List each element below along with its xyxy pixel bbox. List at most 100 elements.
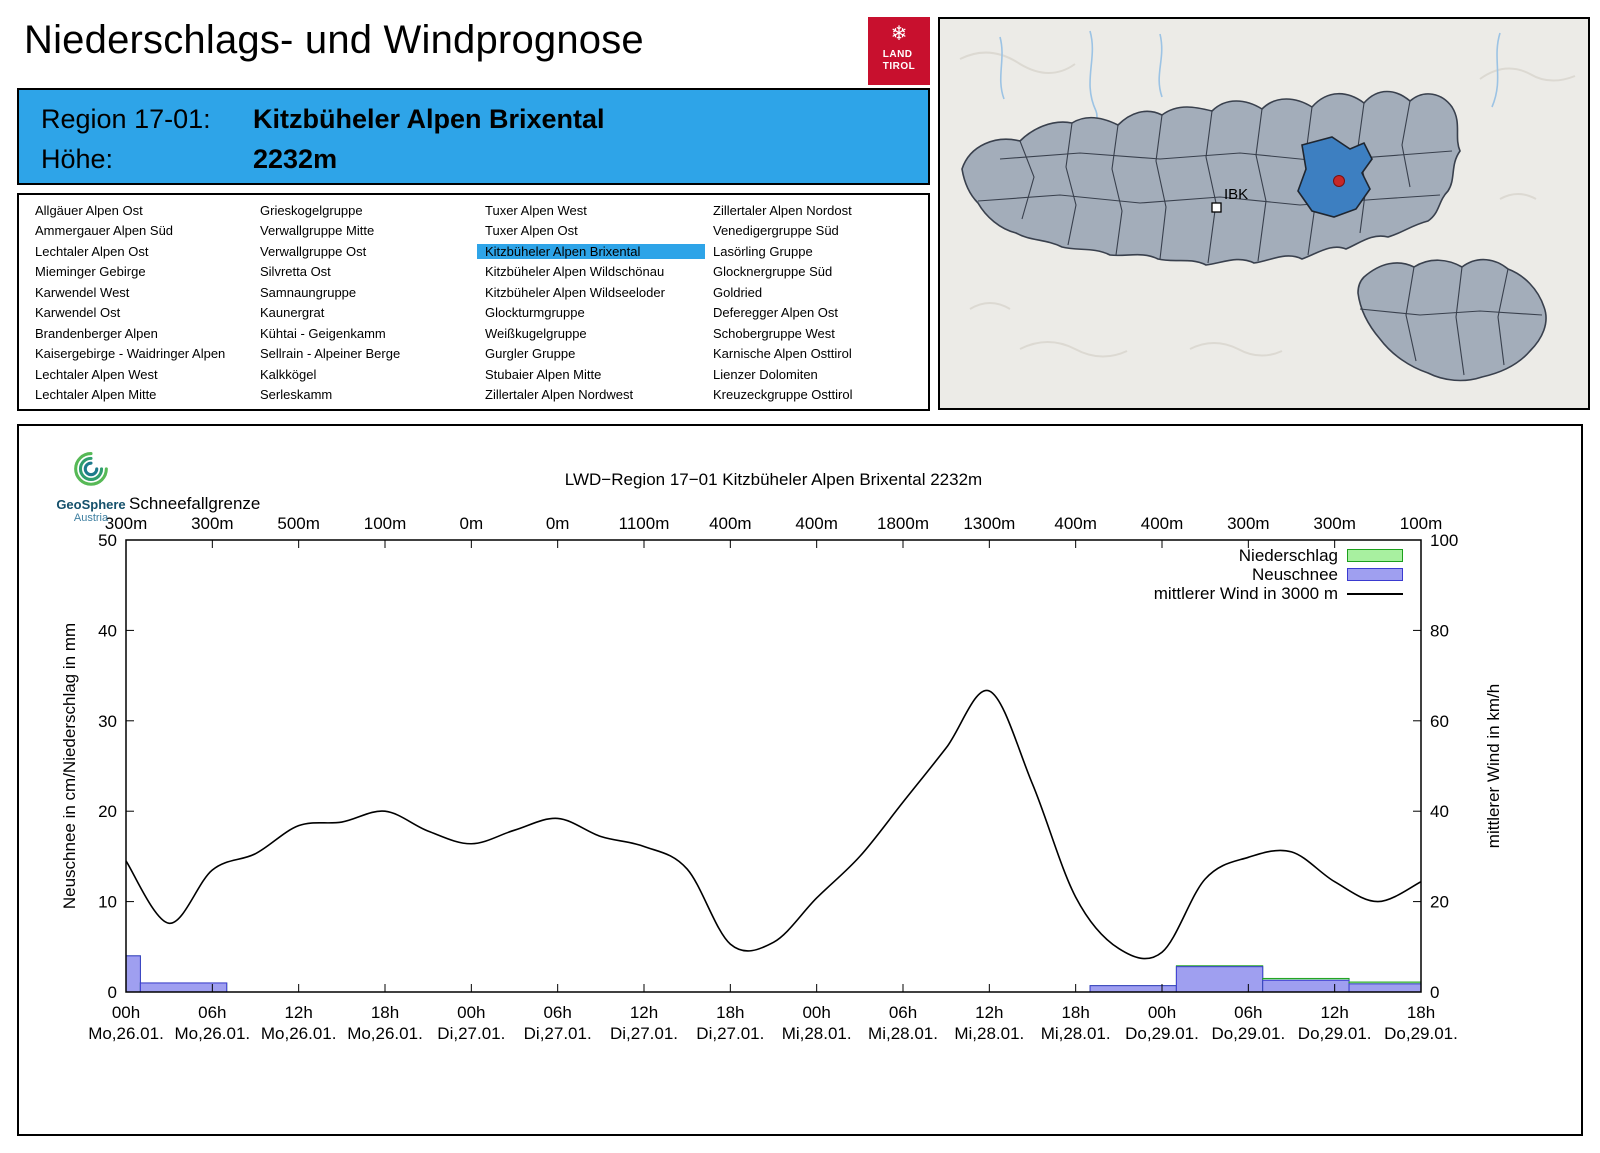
region-list-item[interactable]: Stubaier Alpen Mitte [485,366,602,382]
region-list-item[interactable]: Weißkugelgruppe [485,325,587,341]
x-tick-date-label: Do,29.01. [1298,1024,1372,1043]
x-tick-date-label: Mi,28.01. [954,1024,1024,1043]
region-list-item[interactable]: Karnische Alpen Osttirol [713,346,852,362]
x-tick-date-label: Mi,28.01. [868,1024,938,1043]
region-list-item[interactable]: Serleskamm [260,387,333,403]
region-list-item[interactable]: Brandenberger Alpen [35,325,158,341]
region-list-item[interactable]: Kitzbüheler Alpen Wildschönau [485,264,665,280]
y-axis-label-right: mittlerer Wind in km/h [1484,683,1503,849]
region-list-item[interactable]: Goldried [713,284,763,300]
region-list-item[interactable]: Grieskogelgruppe [260,202,363,218]
region-list-item[interactable]: Glocknergruppe Süd [713,264,833,280]
snowline-value: 500m [277,514,320,533]
region-list-item[interactable]: Glockturmgruppe [485,305,585,321]
y-right-tick-label: 20 [1430,893,1449,912]
region-map[interactable]: IBK [938,17,1590,410]
region-list-item[interactable]: Tuxer Alpen Ost [485,223,578,239]
east-district-borders [1359,266,1543,376]
altitude-value: 2232m [253,144,338,174]
x-tick-time-label: 06h [543,1003,571,1022]
region-list-item[interactable]: Samnaungruppe [260,284,357,300]
region-list-item[interactable]: Zillertaler Alpen Nordost [713,202,852,218]
region-list-item[interactable]: Tuxer Alpen West [485,202,587,218]
legend-swatch-wind [1347,592,1403,595]
region-list-item[interactable]: Ammergauer Alpen Süd [35,223,174,239]
snowline-value: 300m [191,514,234,533]
region-list-item[interactable]: Zillertaler Alpen Nordwest [485,387,634,403]
region-list-item[interactable]: Verwallgruppe Ost [260,243,367,259]
x-tick-date-label: Do,29.01. [1384,1024,1458,1043]
x-tick-date-label: Di,27.01. [524,1024,592,1043]
chart-title: LWD−Region 17−01 Kitzbüheler Alpen Brixe… [564,470,983,489]
region-list-item[interactable]: Allgäuer Alpen Ost [35,202,143,218]
region-list-item-selected[interactable]: Kitzbüheler Alpen Brixental [477,243,705,259]
region-list-item[interactable]: Verwallgruppe Mitte [260,223,375,239]
neuschnee-bar [1089,985,1177,993]
x-tick-date-label: Do,29.01. [1125,1024,1199,1043]
region-list-item[interactable]: Kaunergrat [260,305,325,321]
legend-label: Niederschlag [1238,545,1338,565]
region-list-item[interactable]: Lienzer Dolomiten [713,366,818,382]
logo-line1: LAND [882,49,913,60]
x-tick-time-label: 00h [112,1003,140,1022]
region-list-item[interactable]: Lechtaler Alpen Ost [35,243,149,259]
region-list-item[interactable]: Kitzbüheler Alpen Wildseeloder [485,284,665,300]
geosphere-name: GeoSphere [56,497,126,512]
region-list-item[interactable]: Deferegger Alpen Ost [713,305,839,321]
region-list-item[interactable]: Gurgler Gruppe [485,346,576,362]
region-list-item[interactable]: Lechtaler Alpen West [35,366,158,382]
snowline-value: 1300m [963,514,1015,533]
logo-line2: TIROL [882,61,916,72]
snowline-value: 400m [1141,514,1184,533]
x-tick-date-label: Di,27.01. [696,1024,764,1043]
y-left-tick-label: 40 [98,621,117,640]
x-tick-date-label: Mi,28.01. [782,1024,852,1043]
legend-row: Niederschlag [1154,546,1403,565]
region-list-item[interactable]: Kreuzeckgruppe Osttirol [713,387,853,403]
region-label: Region 17-01: [41,104,211,134]
terrain-shading [959,51,1576,358]
region-list-item[interactable]: Karwendel Ost [35,305,121,321]
x-tick-time-label: 12h [284,1003,312,1022]
region-list-item[interactable]: Schobergruppe West [713,325,835,341]
legend-label: Neuschnee [1251,564,1338,584]
x-tick-time-label: 00h [457,1003,485,1022]
snowline-value: 0m [460,514,484,533]
district-borders [977,100,1453,264]
east-tyrol-regions[interactable] [1357,258,1547,382]
x-tick-time-label: 06h [889,1003,917,1022]
y-right-tick-label: 40 [1430,802,1449,821]
region-list-box: Allgäuer Alpen Ost Ammergauer Alpen Süd Le… [17,193,930,411]
region-list-item[interactable]: Venedigergruppe Süd [713,223,839,239]
page-title: Niederschlags- und Windprognose [24,18,644,62]
snowline-value: 300m [1227,514,1270,533]
region-list-item[interactable]: Lechtaler Alpen Mitte [35,387,157,403]
region-list-item[interactable]: Silvretta Ost [260,264,331,280]
region-list-item[interactable]: Lasörling Gruppe [713,243,813,259]
region-list-item[interactable]: Kühtai - Geigenkamm [260,325,386,341]
y-left-tick-label: 0 [108,983,117,1002]
snowline-value: 400m [795,514,838,533]
region-list: Allgäuer Alpen Ost Ammergauer Alpen Süd Le… [19,195,928,405]
x-tick-date-label: Mo,26.01. [175,1024,251,1043]
geosphere-logo: GeoSphere Austria [41,444,141,524]
forecast-chart-svg: 00hMo,26.01.300m06hMo,26.01.300m12hMo,26… [88,514,1458,1043]
geosphere-subtitle: Austria [73,512,109,524]
snowline-value: 1800m [877,514,929,533]
y-axis-label-left: Neuschnee in cm/Niederschlag in mm [60,622,79,910]
region-list-item[interactable]: Kaisergebirge - Waidringer Alpen [35,346,226,362]
region-list-item[interactable]: Sellrain - Alpeiner Berge [260,346,401,362]
region-list-item[interactable]: Karwendel West [35,284,130,300]
land-tirol-logo: ❄ LAND TIROL [868,17,930,85]
region-list-item[interactable]: Kalkkögel [260,366,317,382]
altitude-info-row: Höhe: 2232m [41,139,928,179]
altitude-label: Höhe: [41,144,114,174]
chart-legend: Niederschlag Neuschnee mittlerer Wind in 3… [1154,546,1403,603]
x-tick-time-label: 18h [1407,1003,1435,1022]
neuschnee-bar [1348,983,1422,993]
y-right-tick-label: 60 [1430,712,1449,731]
x-tick-time-label: 06h [1234,1003,1262,1022]
region-list-item[interactable]: Mieminger Gebirge [35,264,146,280]
neuschnee-bar [139,982,228,993]
y-right-tick-label: 0 [1430,983,1439,1002]
